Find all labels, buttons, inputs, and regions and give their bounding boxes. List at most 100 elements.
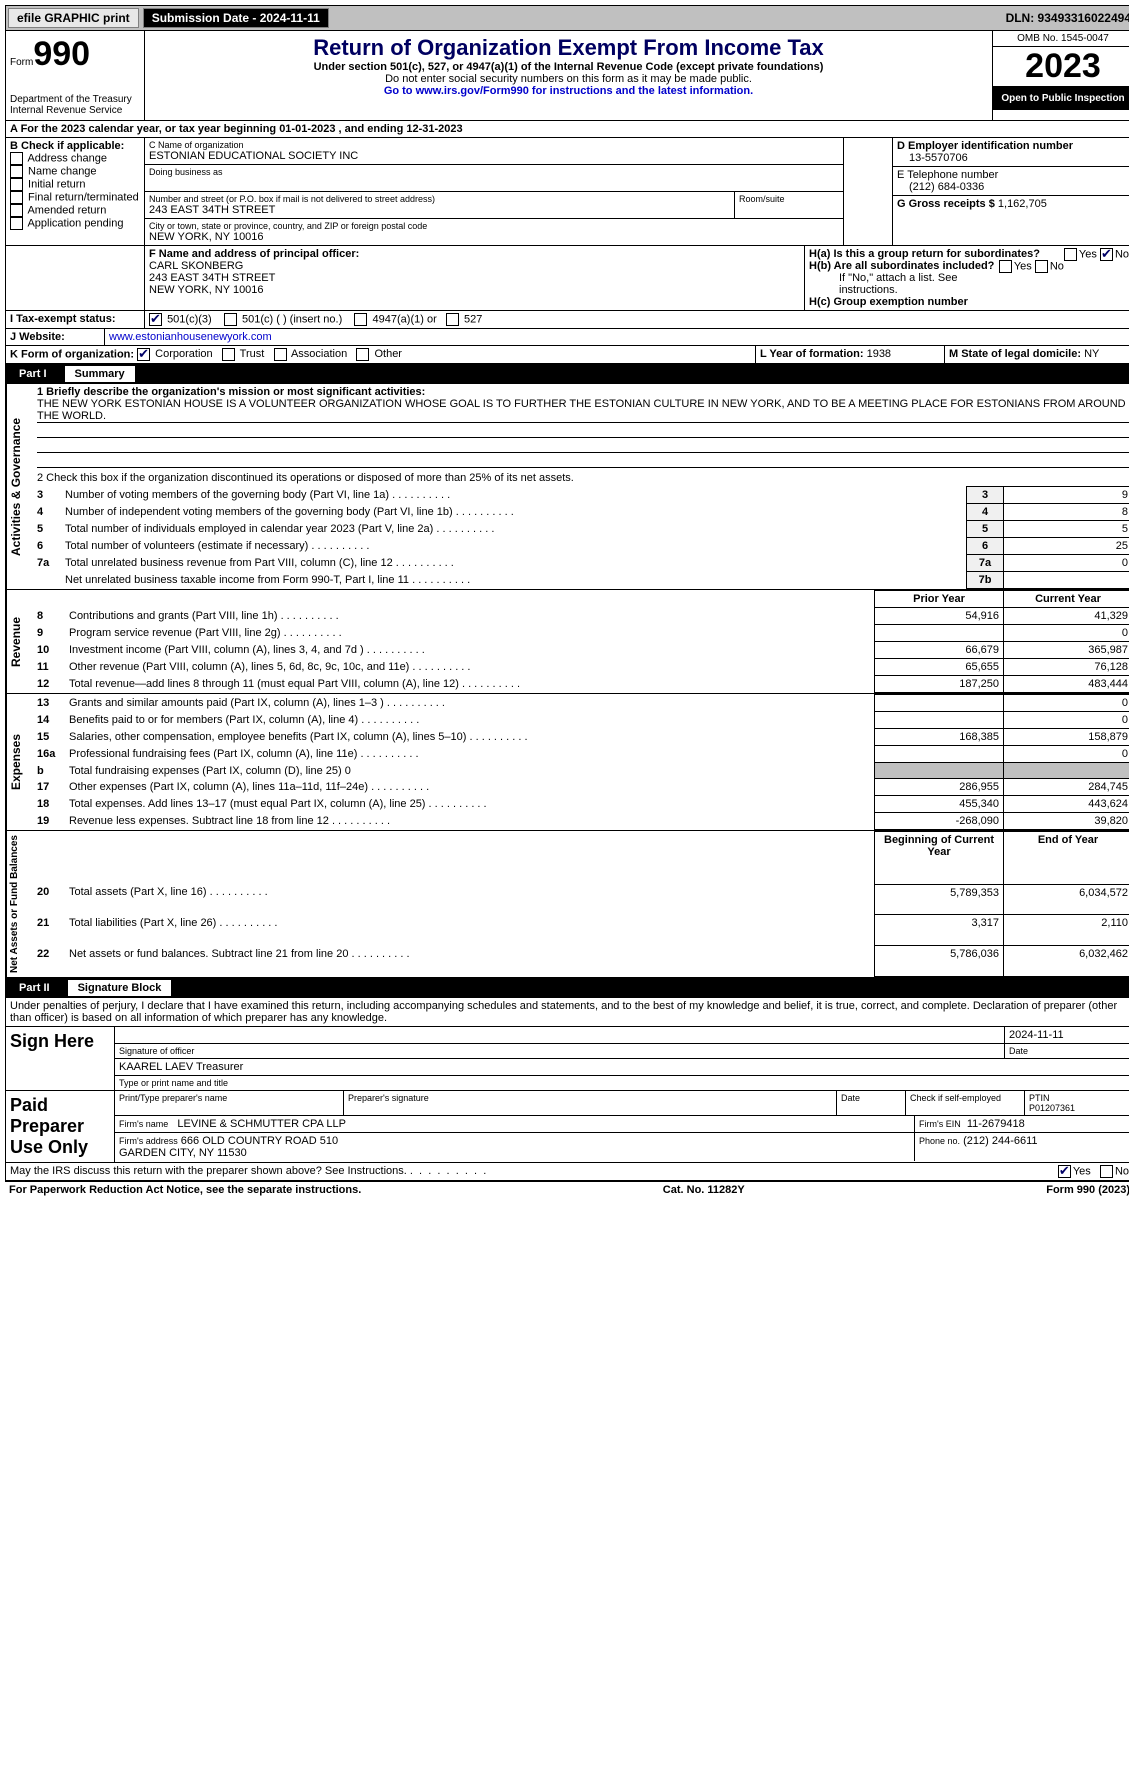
hb-yes-checkbox[interactable] <box>999 260 1012 273</box>
part-ii-num: Part II <box>11 980 58 996</box>
boxb-checkbox[interactable] <box>10 152 23 165</box>
firm-name-label: Firm's name <box>119 1119 168 1129</box>
city-label: City or town, state or province, country… <box>149 221 839 231</box>
irs-link[interactable]: Go to www.irs.gov/Form990 for instructio… <box>384 85 753 97</box>
box-i: 501(c)(3) 501(c) ( ) (insert no.) 4947(a… <box>145 311 1129 328</box>
4947-label: 4947(a)(1) or <box>373 313 437 325</box>
part-i-name: Summary <box>65 366 135 382</box>
website-link[interactable]: www.estonianhousenewyork.com <box>109 331 272 343</box>
prep-date-label: Date <box>837 1091 906 1115</box>
table-row: 7aTotal unrelated business revenue from … <box>33 555 1129 572</box>
line-a: A For the 2023 calendar year, or tax yea… <box>6 121 1129 137</box>
phone-value: (212) 684-0336 <box>897 181 1129 193</box>
paid-prep-label: Paid Preparer Use Only <box>6 1091 115 1162</box>
box-k-label: K Form of organization: <box>10 348 134 360</box>
box-l: L Year of formation: 1938 <box>756 346 945 363</box>
top-bar: efile GRAPHIC print Submission Date - 20… <box>5 5 1129 31</box>
side-netassets: Net Assets or Fund Balances <box>6 831 33 977</box>
table-row: 13Grants and similar amounts paid (Part … <box>33 695 1129 712</box>
gross-label: G Gross receipts $ <box>897 198 995 210</box>
sign-here-section: Sign Here 2024-11-11 Signature of office… <box>5 1027 1129 1091</box>
sig-type-label: Type or print name and title <box>115 1076 1129 1090</box>
ha-yes-checkbox[interactable] <box>1064 248 1077 261</box>
h-b-note: If "No," attach a list. See instructions… <box>809 272 1129 296</box>
revenue-section: Revenue Prior YearCurrent Year8Contribut… <box>5 590 1129 694</box>
sig-name: KAAREL LAEV Treasurer <box>115 1059 1129 1076</box>
irs-discuss-row: May the IRS discuss this return with the… <box>5 1163 1129 1181</box>
efile-print-button[interactable]: efile GRAPHIC print <box>8 8 139 28</box>
firm-addr-label: Firm's address <box>119 1136 178 1146</box>
discuss-text: May the IRS discuss this return with the… <box>10 1165 407 1177</box>
501c3-label: 501(c)(3) <box>167 313 212 325</box>
table-row: 5Total number of individuals employed in… <box>33 521 1129 538</box>
sig-date: 2024-11-11 <box>1005 1027 1129 1043</box>
subtitle-3: Go to www.irs.gov/Form990 for instructio… <box>149 85 988 97</box>
officer-label: F Name and address of principal officer: <box>149 248 359 260</box>
boxb-option: Final return/terminated <box>10 191 140 204</box>
table-row: 22Net assets or fund balances. Subtract … <box>33 946 1129 977</box>
dept-label: Department of the Treasury Internal Reve… <box>10 94 140 116</box>
part-i-header: Part I Summary <box>5 364 1129 384</box>
prep-phone: (212) 244-6611 <box>963 1135 1037 1147</box>
officer-name: CARL SKONBERG <box>149 260 243 272</box>
firm-ein-label: Firm's EIN <box>919 1119 961 1129</box>
box-c: C Name of organization ESTONIAN EDUCATIO… <box>145 138 844 245</box>
street: 243 EAST 34TH STREET <box>149 204 730 216</box>
boxb-checkbox[interactable] <box>10 191 23 204</box>
boxk-checkbox[interactable] <box>222 348 235 361</box>
street-label: Number and street (or P.O. box if mail i… <box>149 194 730 204</box>
part-i-num: Part I <box>11 366 55 382</box>
4947-checkbox[interactable] <box>354 313 367 326</box>
side-revenue: Revenue <box>6 590 33 693</box>
527-checkbox[interactable] <box>446 313 459 326</box>
table-row: 3Number of voting members of the governi… <box>33 487 1129 504</box>
discuss-no-checkbox[interactable] <box>1100 1165 1113 1178</box>
no-label2: No <box>1050 260 1064 272</box>
side-governance: Activities & Governance <box>6 384 33 589</box>
line1-label: 1 Briefly describe the organization's mi… <box>37 386 1129 398</box>
governance-section: Activities & Governance 1 Briefly descri… <box>5 384 1129 590</box>
boxb-checkbox[interactable] <box>10 178 23 191</box>
box-f: F Name and address of principal officer:… <box>145 246 805 310</box>
discuss-no: No <box>1115 1165 1129 1177</box>
boxb-option: Initial return <box>10 178 140 191</box>
part-ii-name: Signature Block <box>68 980 172 996</box>
footer-mid: Cat. No. 11282Y <box>663 1184 745 1196</box>
discuss-yes: Yes <box>1073 1165 1091 1177</box>
501c3-checkbox[interactable] <box>149 313 162 326</box>
boxb-checkbox[interactable] <box>10 217 23 230</box>
hb-no-checkbox[interactable] <box>1035 260 1048 273</box>
h-b: H(b) Are all subordinates included? <box>809 260 994 272</box>
box-b: B Check if applicable: Address change Na… <box>6 138 145 245</box>
box-m-value: NY <box>1084 348 1099 360</box>
ha-no-checkbox[interactable] <box>1100 248 1113 261</box>
gross-value: 1,162,705 <box>998 198 1047 210</box>
table-row: 15Salaries, other compensation, employee… <box>33 729 1129 746</box>
footer-right: Form 990 (2023) <box>1046 1184 1129 1196</box>
prep-phone-label: Phone no. <box>919 1136 960 1146</box>
boxb-checkbox[interactable] <box>10 165 23 178</box>
table-row: 4Number of independent voting members of… <box>33 504 1129 521</box>
boxk-checkbox[interactable] <box>356 348 369 361</box>
perjury-text: Under penalties of perjury, I declare th… <box>5 998 1129 1027</box>
table-row: 21Total liabilities (Part X, line 26) 3,… <box>33 915 1129 946</box>
form-label: Form <box>10 57 33 68</box>
ein-label: D Employer identification number <box>897 140 1129 152</box>
boxb-option: Application pending <box>10 217 140 230</box>
page-footer: For Paperwork Reduction Act Notice, see … <box>5 1181 1129 1198</box>
discuss-yes-checkbox[interactable] <box>1058 1165 1071 1178</box>
expenses-table: 13Grants and similar amounts paid (Part … <box>33 694 1129 830</box>
sig-officer-label: Signature of officer <box>115 1044 1005 1058</box>
h-a: H(a) Is this a group return for subordin… <box>809 248 1040 260</box>
table-row: 10Investment income (Part VIII, column (… <box>33 642 1129 659</box>
dba-label: Doing business as <box>149 167 839 177</box>
boxb-checkbox[interactable] <box>10 204 23 217</box>
sign-here-label: Sign Here <box>6 1027 115 1090</box>
suite-label: Room/suite <box>739 194 839 204</box>
boxk-checkbox[interactable] <box>274 348 287 361</box>
boxk-checkbox[interactable] <box>137 348 150 361</box>
ein-value: 13-5570706 <box>897 152 1129 164</box>
phone-label: E Telephone number <box>897 169 1129 181</box>
501c-checkbox[interactable] <box>224 313 237 326</box>
box-j-label: J Website: <box>6 329 105 345</box>
